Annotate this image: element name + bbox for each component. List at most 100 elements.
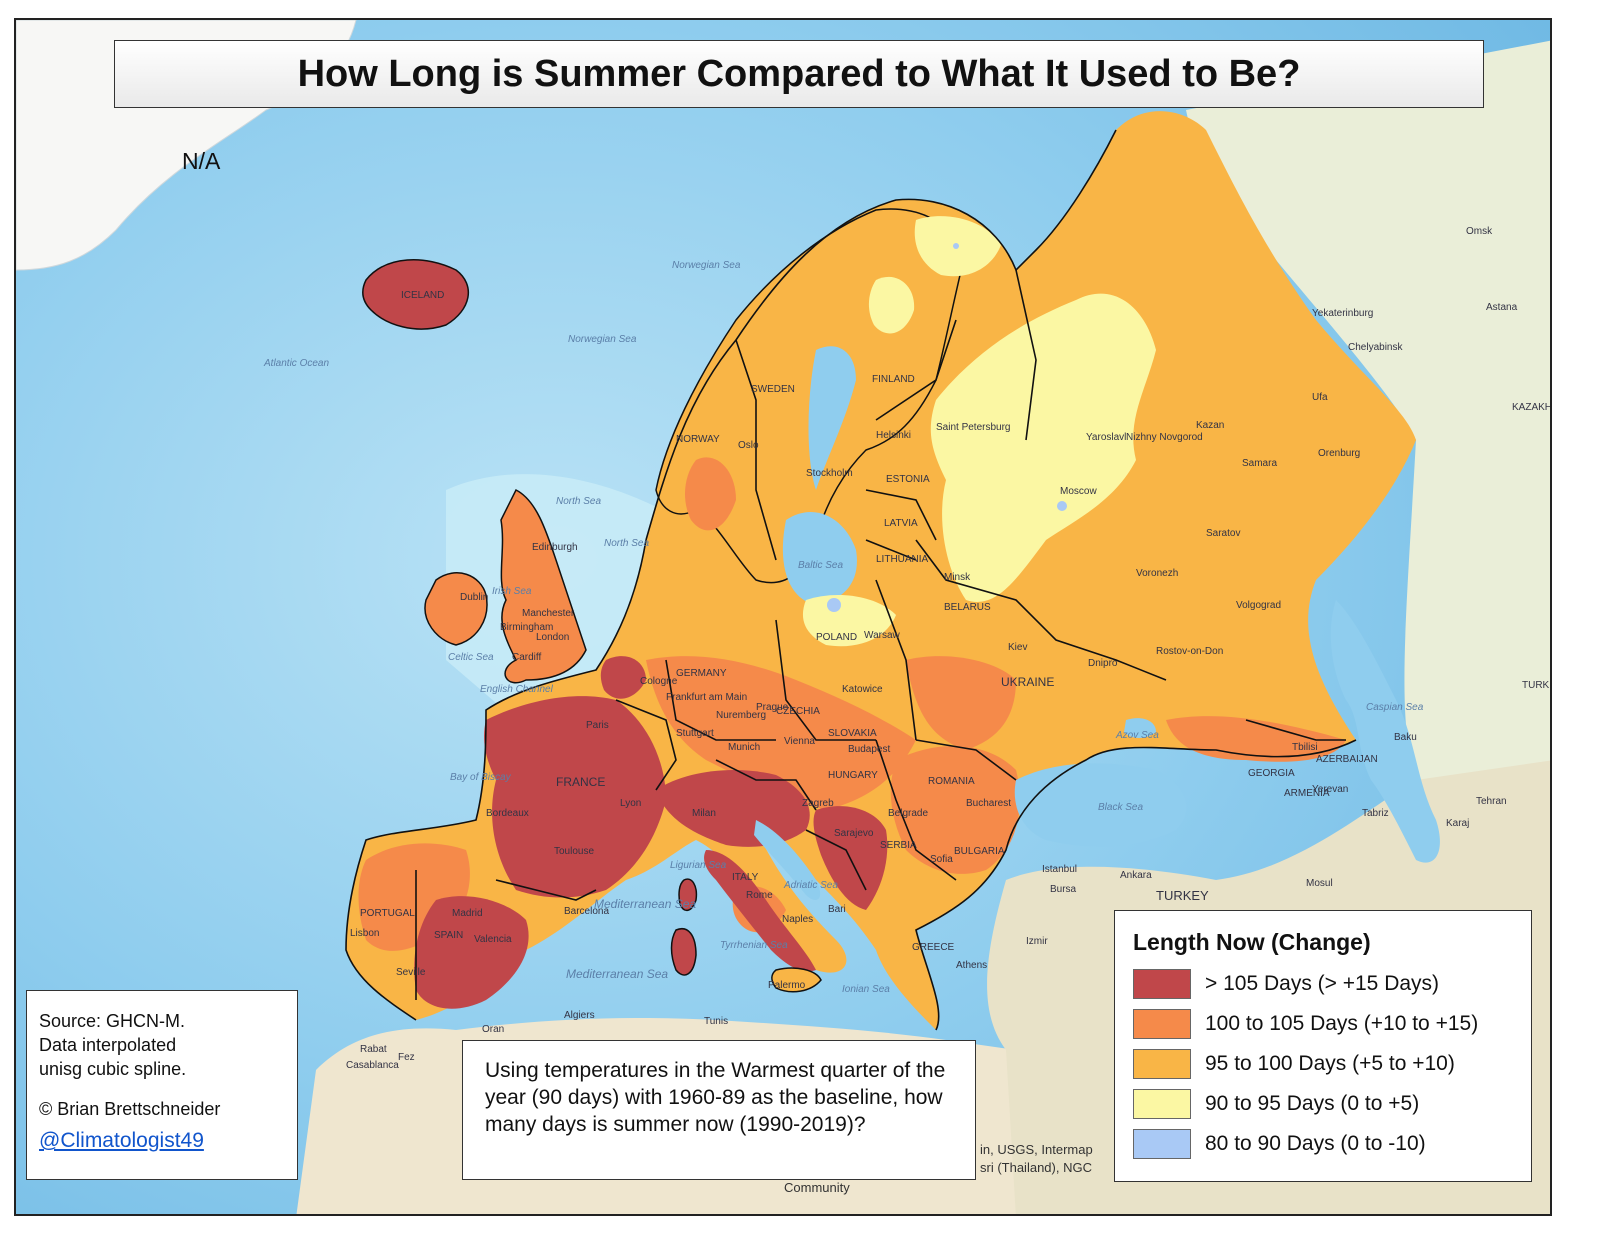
label-city-cologne: Cologne xyxy=(640,676,678,687)
label-country-estonia: ESTONIA xyxy=(886,474,930,485)
label-sea-norwegian-2: Norwegian Sea xyxy=(672,260,741,271)
legend-item: 95 to 100 Days (+5 to +10) xyxy=(1133,1044,1513,1084)
zone-over-105-sicily xyxy=(771,967,822,993)
label-sea-black: Black Sea xyxy=(1098,802,1143,813)
label-country-slovakia: SLOVAKIA xyxy=(828,728,877,739)
label-country-finland: FINLAND xyxy=(872,374,915,385)
label-city-palermo: Palermo xyxy=(768,980,806,991)
label-city-yaroslavl: Yaroslavl xyxy=(1086,432,1126,443)
label-city-prague: Prague xyxy=(756,702,789,713)
label-country-greece: GREECE xyxy=(912,942,955,953)
label-city-algiers: Algiers xyxy=(564,1010,595,1021)
zone-100-105-ukraine xyxy=(906,656,1016,750)
label-city-madrid: Madrid xyxy=(452,908,483,919)
label-country-portugal: PORTUGAL xyxy=(360,908,415,919)
label-city-stuttgart: Stuttgart xyxy=(676,728,714,739)
coastline-west xyxy=(345,539,647,1021)
label-city-stockholm: Stockholm xyxy=(806,468,853,479)
source-line-2: Data interpolated xyxy=(39,1035,177,1055)
label-city-moscow: Moscow xyxy=(1060,486,1097,497)
baltic-sea xyxy=(782,511,857,605)
label-city-tehran: Tehran xyxy=(1476,796,1507,807)
label-country-romania: ROMANIA xyxy=(928,776,975,787)
zone-over-105-benelux xyxy=(600,656,646,699)
label-city-tunis: Tunis xyxy=(704,1016,728,1027)
label-country-france: FRANCE xyxy=(556,775,605,789)
label-city-barcelona: Barcelona xyxy=(564,906,609,917)
label-sea-baltic: Baltic Sea xyxy=(798,560,843,571)
label-city-paris: Paris xyxy=(586,720,609,731)
label-city-izmir: Izmir xyxy=(1026,936,1048,947)
copyright-text: © Brian Brettschneider xyxy=(39,1099,221,1119)
iceland xyxy=(361,259,470,330)
label-country-germany: GERMANY xyxy=(676,668,727,679)
label-city-yekaterinburg: Yekaterinburg xyxy=(1312,308,1373,319)
label-country-spain: SPAIN xyxy=(434,930,463,941)
legend-label: 90 to 95 Days (0 to +5) xyxy=(1205,1092,1420,1115)
legend-title: Length Now (Change) xyxy=(1133,929,1371,955)
legend-item: 80 to 90 Days (0 to -10) xyxy=(1133,1124,1513,1164)
label-city-rostov: Rostov-on-Don xyxy=(1156,646,1223,657)
zone-80-90-spot-poland xyxy=(827,598,841,612)
zone-100-105-central xyxy=(646,656,916,810)
label-city-naples: Naples xyxy=(782,914,813,925)
methodology-note: Using temperatures in the Warmest quarte… xyxy=(462,1040,976,1180)
label-city-kazan: Kazan xyxy=(1196,420,1224,431)
label-country-ukraine: UKRAINE xyxy=(1001,675,1054,689)
label-city-saratov: Saratov xyxy=(1206,528,1240,539)
legend-label: 80 to 90 Days (0 to -10) xyxy=(1205,1132,1426,1155)
label-city-tabriz: Tabriz xyxy=(1362,808,1389,819)
label-country-lithuania: LITHUANIA xyxy=(876,554,929,565)
label-city-sofia: Sofia xyxy=(930,854,953,865)
label-sea-north-2: North Sea xyxy=(604,538,649,549)
legend: Length Now (Change) > 105 Days (> +15 Da… xyxy=(1114,910,1532,1182)
zone-over-105-france xyxy=(484,696,666,898)
map-frame: ICELAND NORWAY SWEDEN FINLAND ESTONIA LA… xyxy=(14,18,1552,1216)
zone-over-105-alps xyxy=(656,770,810,847)
label-city-voronezh: Voronezh xyxy=(1136,568,1178,579)
label-city-katowice: Katowice xyxy=(842,684,883,695)
label-city-belgrade: Belgrade xyxy=(888,808,928,819)
label-city-toulouse: Toulouse xyxy=(554,846,594,857)
label-country-azerbaijan: AZERBAIJAN xyxy=(1316,754,1378,765)
label-sea-ionian: Ionian Sea xyxy=(842,984,890,995)
label-sea-biscay: Bay of Biscay xyxy=(450,772,512,783)
label-city-birmingham: Birmingham xyxy=(500,622,553,633)
label-sea-azov: Azov Sea xyxy=(1115,730,1159,741)
label-city-nizhny: Nizhny Novgorod xyxy=(1126,432,1203,443)
ireland xyxy=(424,572,488,646)
legend-label: 95 to 100 Days (+5 to +10) xyxy=(1205,1052,1455,1075)
label-city-milan: Milan xyxy=(692,808,716,819)
label-city-munich: Munich xyxy=(728,742,760,753)
great-britain xyxy=(500,488,587,684)
label-sea-mediterranean-2: Mediterranean Sea xyxy=(566,967,668,981)
label-city-warsaw: Warsaw xyxy=(864,630,901,641)
legend-swatch xyxy=(1133,969,1191,999)
label-sea-norwegian: Norwegian Sea xyxy=(568,334,637,345)
credit-line-3: Community xyxy=(784,1180,850,1195)
source-box: Source: GHCN-M. Data interpolated unisg … xyxy=(26,990,298,1180)
zone-over-105-spain xyxy=(414,896,529,1009)
label-city-ankara: Ankara xyxy=(1120,870,1152,881)
country-borders xyxy=(415,269,1346,1000)
label-city-fez: Fez xyxy=(398,1052,415,1063)
label-city-bucharest: Bucharest xyxy=(966,798,1011,809)
label-country-serbia: SERBIA xyxy=(880,840,917,851)
label-city-casablanca: Casablanca xyxy=(346,1060,399,1071)
zone-100-105-scandinavia xyxy=(684,457,736,531)
gulf-of-bothnia xyxy=(808,346,856,490)
twitter-handle-link[interactable]: @Climatologist49 xyxy=(39,1129,204,1152)
zone-100-105-balkans xyxy=(890,746,1020,874)
coastline-south xyxy=(915,739,1357,1031)
label-city-istanbul: Istanbul xyxy=(1042,864,1077,875)
label-city-bursa: Bursa xyxy=(1050,884,1077,895)
legend-swatch xyxy=(1133,1089,1191,1119)
label-country-sweden: SWEDEN xyxy=(751,384,795,395)
label-country-latvia: LATVIA xyxy=(884,518,918,529)
label-sea-celtic: Celtic Sea xyxy=(448,652,494,663)
label-country-kazakhs: KAZAKHS xyxy=(1512,402,1552,413)
label-city-vienna: Vienna xyxy=(784,736,815,747)
zone-over-105-sardinia xyxy=(670,928,697,976)
legend-item: > 105 Days (> +15 Days) xyxy=(1133,964,1513,1004)
black-sea xyxy=(1014,763,1187,847)
